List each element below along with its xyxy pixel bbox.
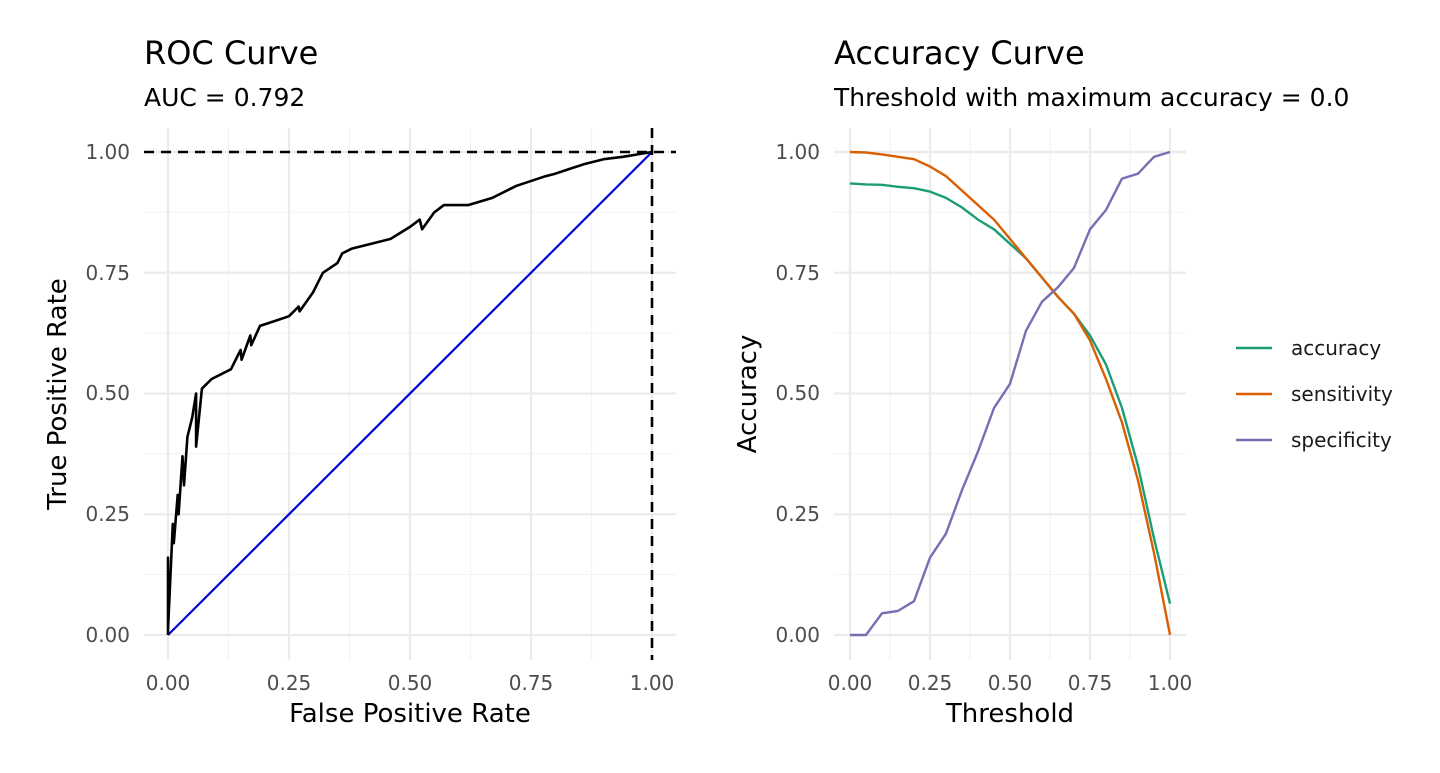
accuracy-title: Accuracy Curve — [834, 34, 1085, 72]
accuracy-gridlines — [834, 128, 1186, 660]
accuracy-x-tick: 1.00 — [1148, 671, 1193, 695]
roc-y-tick: 1.00 — [85, 140, 130, 164]
roc-x-tick: 0.25 — [267, 671, 312, 695]
roc-x-tick: 0.50 — [388, 671, 433, 695]
roc-x-tick: 0.00 — [146, 671, 191, 695]
accuracy-x-ticks: 0.00 0.25 0.50 0.75 1.00 — [828, 671, 1193, 695]
accuracy-lines — [849, 150, 1172, 637]
accuracy-line — [849, 182, 1172, 604]
roc-panel: ROC Curve AUC = 0.792 0.00 0.25 0.50 0.7… — [43, 34, 676, 729]
roc-y-tick: 0.75 — [85, 261, 130, 285]
sensitivity-line — [849, 150, 1172, 636]
accuracy-y-tick: 0.75 — [775, 261, 820, 285]
accuracy-x-tick: 0.25 — [908, 671, 953, 695]
accuracy-y-tick: 1.00 — [775, 140, 820, 164]
roc-y-axis-title: True Positive Rate — [43, 278, 73, 511]
roc-y-tick: 0.50 — [85, 381, 130, 405]
accuracy-y-tick: 0.00 — [775, 623, 820, 647]
roc-title: ROC Curve — [144, 34, 318, 72]
roc-y-ticks: 0.00 0.25 0.50 0.75 1.00 — [85, 140, 130, 647]
accuracy-panel: Accuracy Curve Threshold with maximum ac… — [733, 34, 1393, 729]
roc-curve-line — [166, 150, 653, 635]
accuracy-y-ticks: 0.00 0.25 0.50 0.75 1.00 — [775, 140, 820, 647]
roc-diagonal-line — [167, 151, 653, 636]
accuracy-subtitle: Threshold with maximum accuracy = 0.0 — [833, 83, 1349, 112]
legend: accuracy sensitivity specificity — [1236, 336, 1393, 452]
roc-x-ticks: 0.00 0.25 0.50 0.75 1.00 — [146, 671, 675, 695]
roc-x-axis-title: False Positive Rate — [289, 699, 531, 729]
roc-y-tick: 0.00 — [85, 623, 130, 647]
roc-x-tick: 1.00 — [630, 671, 675, 695]
legend-label-specificity: specificity — [1291, 428, 1392, 452]
accuracy-y-axis-title: Accuracy — [733, 335, 763, 454]
roc-y-tick: 0.25 — [85, 502, 130, 526]
accuracy-y-tick: 0.25 — [775, 502, 820, 526]
legend-label-accuracy: accuracy — [1291, 336, 1381, 360]
roc-x-tick: 0.75 — [509, 671, 554, 695]
roc-subtitle: AUC = 0.792 — [144, 83, 305, 112]
accuracy-x-tick: 0.75 — [1068, 671, 1113, 695]
accuracy-y-tick: 0.50 — [775, 381, 820, 405]
roc-lines — [144, 128, 676, 660]
accuracy-x-tick: 0.50 — [988, 671, 1033, 695]
accuracy-x-axis-title: Threshold — [945, 699, 1074, 729]
specificity-line — [850, 150, 1171, 637]
legend-label-sensitivity: sensitivity — [1291, 382, 1393, 406]
accuracy-x-tick: 0.00 — [828, 671, 873, 695]
